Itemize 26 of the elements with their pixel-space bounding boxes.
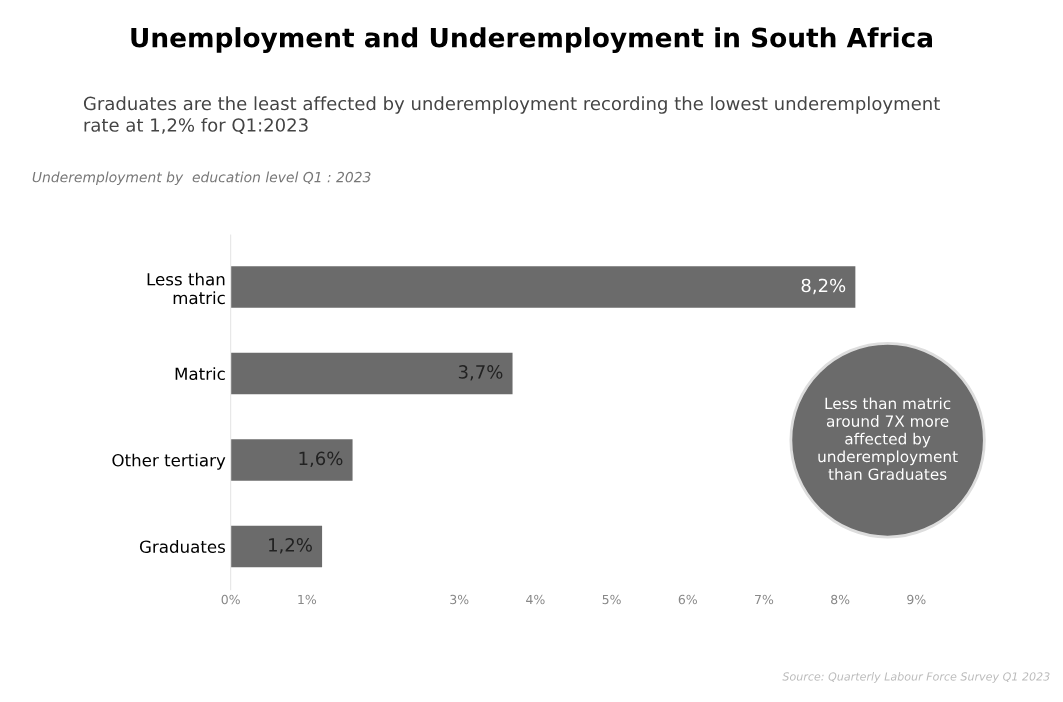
y-tick-label: Less than matric [147,272,225,305]
x-tick-label: 7% [755,594,774,605]
y-tick-label: Matric [175,367,225,381]
source-note: Source: Quarterly Labour Force Survey Q1 2023 [782,672,1050,683]
data-label: 1,2% [269,538,312,554]
x-tick-label: 1% [298,594,317,605]
data-label: 8,2% [801,278,846,295]
x-tick-label: 5% [602,594,621,605]
bar [230,439,353,481]
x-tick-label: 4% [526,594,545,605]
chart-subtitle: Graduates are the least affected by underemployment recording the lowest underemployment rate at 1,2% for Q1:2023 [83,96,940,134]
bar [230,525,323,568]
y-tick-label: Other tertiary [112,453,226,470]
annotation: Less than matric around 7X more affected by underemployment than Graduates [818,397,958,480]
x-tick-label: 6% [678,594,697,605]
x-tick-label: 9% [907,594,926,605]
x-tick-label: 3% [450,594,469,605]
chart-title: Unemployment and Underemployment in South Africa [131,27,932,53]
data-label: 3,7% [458,365,503,381]
x-tick-label: 0% [221,594,240,605]
y-tick-label: Graduates [139,540,225,554]
bar [230,352,513,395]
text: Underemployment by education level Q1 : 2023 [32,171,371,186]
x-tick-label: 8% [831,594,850,605]
data-label: 1,6% [299,451,343,468]
bar [230,266,856,308]
